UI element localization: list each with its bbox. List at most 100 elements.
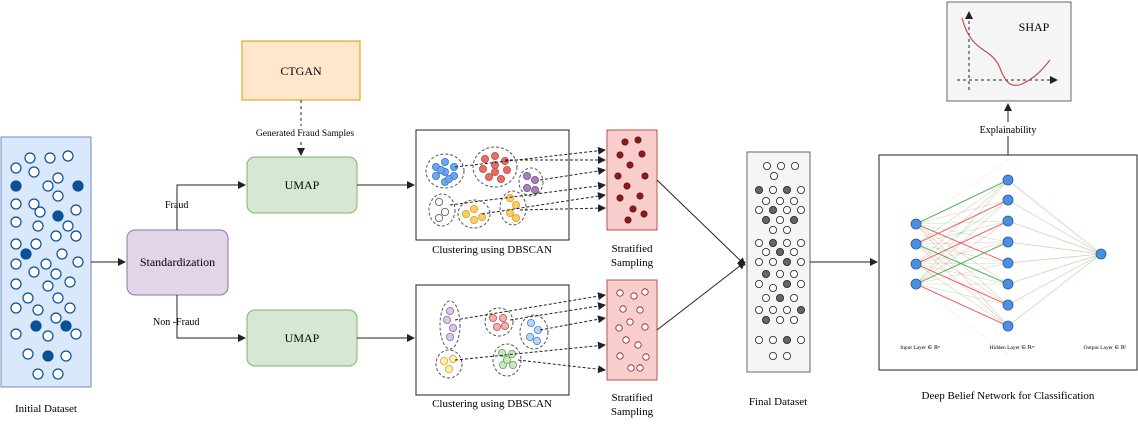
dbn-edge [915,243,1009,285]
final-point-dark [783,257,792,266]
cluster-point [496,174,505,183]
dbn-edge [915,241,1009,285]
dataset-point [10,258,22,270]
final-point [776,269,785,278]
sampled-nonfraud-point [626,318,634,326]
dbn-edge [915,199,1009,265]
dashed-arrow [517,359,606,374]
cluster-point [490,167,499,176]
neuron [910,278,922,290]
sampled-nonfraud-point [630,292,638,300]
dataset-point [42,330,54,342]
clustering-top: Clustering using DBSCAN [415,129,570,256]
final-point [755,257,764,266]
sampled-fraud-point [623,182,631,190]
final-point [755,335,764,344]
dataset-point [40,258,52,270]
final-point [790,269,799,278]
standardization-node: Standardization [126,229,229,296]
cluster-point [502,165,511,174]
initial-dataset: Initial Dataset [0,136,92,415]
dataset-point [10,328,22,340]
final-point [769,305,778,314]
dataset-point-dark [42,350,54,362]
cluster-point [512,213,521,222]
dataset-point [52,190,64,202]
cluster-point [440,157,449,166]
dataset-point [70,230,82,242]
cluster-point [445,332,454,341]
dataset-point [34,206,46,218]
cluster-boundary [484,307,514,337]
final-point [790,196,799,205]
cluster-point [531,175,540,184]
final-point [755,305,764,314]
dbn-edge [1007,253,1102,264]
dbn-edge [915,199,1009,225]
dbn-edge [1007,199,1102,255]
shap-label: SHAP [1019,20,1050,34]
arrow-sampling-top-to-final [656,179,746,266]
sampling-top-box [606,129,658,231]
dataset-point [22,348,34,360]
cluster-boundary [499,190,527,226]
final-point [755,279,764,288]
dbn-edge [915,263,1009,327]
clusters-bottom [435,300,549,379]
dbn-edge [915,179,1009,245]
neuron [910,218,922,230]
final-point [776,196,785,205]
final-point [777,161,786,170]
dashed-arrow [454,341,606,361]
sampled-fraud-point [638,150,646,158]
dbn-edge [915,241,1009,265]
dataset-point [50,312,62,324]
final-point [769,257,778,266]
dataset-point [44,152,56,164]
cluster-boundary [457,199,491,229]
neuron [1002,320,1014,332]
final-point-dark [783,185,792,194]
arrow-fraud-branch [176,181,246,230]
final-point [797,185,806,194]
final-point-dark [783,279,792,288]
ctgan-node: CTGAN [241,40,361,101]
final-point [790,247,799,256]
input-layer-label: Input Layer ∈ ℝⁿ [900,344,940,351]
final-point [755,205,764,214]
ctgan-label: CTGAN [280,64,322,78]
dbn-edge [1007,179,1102,255]
cluster-point [488,313,497,322]
dataset-point-dark [60,320,72,332]
final-point-dark [769,205,778,214]
dataset-points [10,150,84,380]
sampled-nonfraud-point [619,305,627,313]
clustering-bottom-label: Clustering using DBSCAN [432,398,552,410]
clusters-top [425,146,544,229]
cluster-point [497,348,506,357]
sampling-top-label-1: Stratified [612,243,653,255]
umap-bottom-node: UMAP [246,309,358,367]
dataset-point [42,180,54,192]
dbn-connections [915,159,1102,356]
cluster-point [442,315,451,324]
cluster-point [469,215,478,224]
dataset-point [70,204,82,216]
cluster-point [492,322,501,331]
final-point [783,351,792,360]
sampled-nonfraud-point [642,353,650,361]
dbn-edge [915,223,1009,264]
arrow-nonfraud-branch [176,295,246,342]
final-point-dark [797,305,806,314]
dbn-edge [915,263,1009,285]
cluster-boundary [519,314,549,350]
dashed-arrow [539,167,606,181]
sampled-fraud-point [624,216,632,224]
dataset-point [64,276,76,288]
generated-fraud-samples-label: Generated Fraud Samples [256,129,354,139]
cluster-point [445,306,454,315]
final-point [769,351,778,360]
cluster-point [490,151,499,160]
dataset-point [32,304,44,316]
